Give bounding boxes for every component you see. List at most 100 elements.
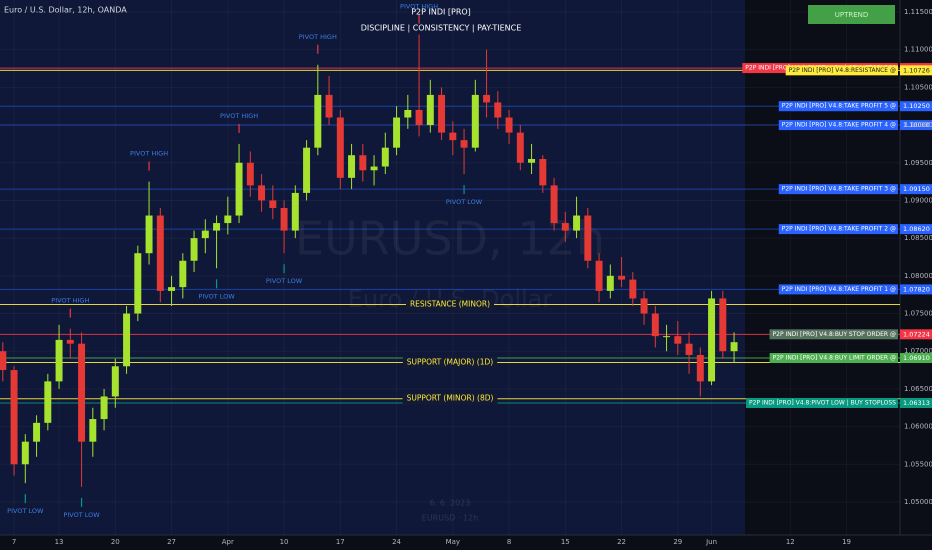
- trend-button[interactable]: [808, 5, 895, 24]
- x-tick-label: 20: [111, 538, 120, 546]
- y-tick-label: 1.11000: [904, 46, 932, 54]
- candles: [0, 34, 738, 487]
- candle-body: [393, 117, 401, 148]
- candle-body: [66, 339, 74, 344]
- x-tick-label: 19: [842, 538, 851, 546]
- level-tag: [778, 101, 898, 112]
- candle-body: [471, 94, 479, 148]
- candle-body: [89, 419, 97, 442]
- candle-body: [168, 287, 176, 291]
- x-tick-label: 13: [55, 538, 64, 546]
- level-tag-label: P2P INDI [PRO] V4.8:TAKE PROFIT 3 @: [782, 186, 896, 193]
- candle-body: [190, 238, 198, 261]
- price-tag-label: 1.10000: [903, 121, 930, 129]
- candle-body: [123, 313, 131, 367]
- candle-body: [438, 94, 446, 133]
- x-tick-label: 12: [786, 538, 795, 546]
- level-center-box: [402, 356, 498, 369]
- level-tag-label: P2P INDI [PRO] V4.8:BUY STOP ORDER @: [773, 331, 896, 338]
- level-center-label: SUPPORT (MAJOR) (1D): [407, 358, 493, 367]
- x-tick-label: 29: [673, 538, 682, 546]
- candle-body: [314, 94, 322, 148]
- price-tag: [900, 329, 932, 340]
- candle-body: [156, 215, 164, 291]
- pivot-low-label: PIVOT LOW: [198, 292, 235, 300]
- level-tag: [769, 329, 898, 340]
- level-center-label: RESISTANCE (MINOR): [410, 299, 490, 308]
- axes: 1.05000 1.05500 1.06000 1.06500 1.07000 1.075…: [12, 8, 932, 546]
- candle-body: [528, 158, 536, 163]
- candle-body: [674, 336, 682, 344]
- x-tick-label: 24: [392, 538, 401, 546]
- level-center-label: SUPPORT (MINOR) (8D): [407, 394, 494, 403]
- subtitle: DISCIPLINE | CONSISTENCY | PAY-TIENCE: [361, 24, 522, 33]
- pivot-low-label: PIVOT LOW: [446, 198, 483, 206]
- candle-body: [145, 215, 153, 254]
- header: Euro / U.S. Dollar, 12h, OANDA: [4, 6, 127, 15]
- level-tag: [785, 65, 898, 76]
- candle-body: [10, 370, 18, 465]
- candle-body: [651, 313, 659, 337]
- footer-symbol: EURUSD · 12h: [422, 514, 478, 523]
- candle-body: [359, 155, 367, 171]
- candle-body: [561, 223, 569, 231]
- x-tick-label: 7: [12, 538, 16, 546]
- y-tick-label: 1.06500: [904, 385, 932, 393]
- candle-body: [584, 215, 592, 261]
- level-tag-label: P2P INDI [PRO] V4.8:TAKE PROFIT 1 @: [782, 286, 896, 293]
- level-tag-label: P2P INDI [PRO] V4.8:PIVOT LOW | BUY STOP…: [749, 400, 896, 407]
- level-tag-label: P2P INDI [PRO] V4.8:TAKE PROFIT 2 @: [782, 226, 896, 233]
- x-tick-label: 27: [167, 538, 176, 546]
- x-tick-label: May: [446, 538, 460, 546]
- price-tag-label: 1.07820: [903, 285, 930, 293]
- candle-body: [539, 158, 547, 186]
- x-tick-label: 15: [561, 538, 570, 546]
- pivot-low-label: PIVOT LOW: [266, 277, 303, 285]
- x-tick-label: 8: [507, 538, 511, 546]
- level-tag: [769, 352, 898, 363]
- candle-body: [404, 109, 412, 118]
- level-tag: [778, 224, 898, 235]
- candle-body: [44, 381, 52, 423]
- candle-body: [415, 109, 423, 126]
- y-tick-label: 1.07500: [904, 310, 932, 318]
- pivot-high-label: PIVOT HIGH: [51, 297, 89, 305]
- trend-button-label[interactable]: UPTREND: [835, 11, 869, 19]
- candle-body: [708, 298, 716, 382]
- x-tick-label: Apr: [222, 538, 234, 546]
- candle-body: [111, 366, 119, 397]
- pivot-high-label: PIVOT HIGH: [130, 150, 168, 158]
- y-tick-label: 1.11500: [904, 8, 932, 16]
- candle-body: [663, 336, 671, 338]
- x-tick-label: 17: [336, 538, 345, 546]
- x-tick-label: 22: [617, 538, 626, 546]
- y-tick-label: 1.10000: [904, 121, 932, 129]
- candle-body: [336, 117, 344, 178]
- level-tag: [746, 398, 898, 409]
- price-tag-label: 1.08620: [903, 225, 930, 233]
- price-tag: [900, 101, 932, 112]
- candle-body: [134, 253, 142, 314]
- candle-body: [213, 223, 221, 231]
- candle-body: [235, 162, 243, 216]
- candle-body: [33, 422, 41, 442]
- price-tag: [900, 224, 932, 235]
- level-tag: [778, 284, 898, 295]
- candle-body: [303, 147, 311, 193]
- price-tag-label: 1.07224: [903, 330, 930, 338]
- y-tick-label: 1.09000: [904, 196, 932, 204]
- footer-date: 6. 6. 2023: [430, 499, 471, 508]
- level-tag-label: P2P INDI [PRO] V4.8:RESISTANCE @: [789, 67, 896, 74]
- candle-body: [494, 102, 502, 118]
- price-tag: [900, 284, 932, 295]
- candle-body: [629, 279, 637, 299]
- candle-body: [201, 230, 209, 239]
- pivot-low-label: PIVOT LOW: [63, 511, 100, 519]
- y-tick-label: 1.06000: [904, 423, 932, 431]
- y-tick-label: 1.05000: [904, 498, 932, 506]
- candle-body: [730, 342, 738, 352]
- title: P2P INDI [PRO]: [411, 8, 471, 17]
- candle-body: [348, 155, 356, 178]
- level-tags: P2P INDI [PRO] V4.8:PIVOT HIGH | SELL ST…: [402, 63, 932, 409]
